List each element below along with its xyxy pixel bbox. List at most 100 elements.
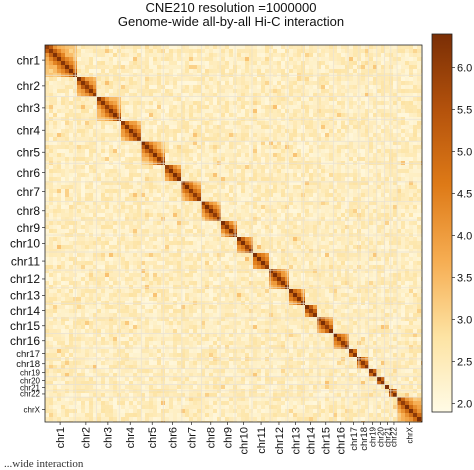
heatmap-cell [185,181,190,186]
heatmap-cell [77,121,82,126]
heatmap-cell [153,165,158,170]
heatmap-cell [361,89,366,94]
heatmap-cell [325,113,330,118]
heatmap-cell [385,209,390,214]
heatmap-cell [361,101,366,106]
heatmap-cell [77,153,82,158]
heatmap-cell [309,193,314,198]
heatmap-cell [193,185,198,190]
heatmap-cell [305,145,310,150]
heatmap-cell [85,189,90,194]
heatmap-cell [189,125,194,130]
heatmap-cell [113,65,118,70]
heatmap-cell [253,217,258,222]
heatmap-cell [217,133,222,138]
heatmap-cell [45,69,50,74]
heatmap-cell [205,53,210,58]
heatmap-cell [201,157,206,162]
heatmap-cell [157,177,162,182]
heatmap-cell [193,197,198,202]
heatmap-cell [225,113,230,118]
heatmap-cell [365,189,370,194]
heatmap-cell [173,245,178,250]
heatmap-cell [249,61,254,66]
heatmap-cell [381,165,386,170]
heatmap-cell [193,193,198,198]
heatmap-cell [249,149,254,154]
heatmap-cell [81,141,86,146]
heatmap-cell [105,101,110,106]
heatmap-cell [213,137,218,142]
heatmap-cell [353,181,358,186]
heatmap-cell [377,181,382,186]
heatmap-cell [349,229,354,234]
heatmap-cell [165,93,170,98]
heatmap-cell [173,225,178,230]
heatmap-cell [405,125,410,130]
heatmap-cell [289,237,294,242]
heatmap-cell [201,209,206,214]
heatmap-cell [165,217,170,222]
heatmap-cell [141,213,146,218]
heatmap-cell [145,205,150,210]
heatmap-cell [221,49,226,54]
heatmap-cell [381,49,386,54]
heatmap-cell [285,97,290,102]
heatmap-cell [249,185,254,190]
heatmap-cell [277,77,282,82]
heatmap-cell [353,77,358,82]
heatmap-cell [101,149,106,154]
heatmap-cell [113,165,118,170]
heatmap-cell [341,201,346,206]
heatmap-cell [365,101,370,106]
heatmap-cell [69,169,74,174]
heatmap-cell [129,65,134,70]
heatmap-cell [53,85,58,90]
heatmap-cell [349,109,354,114]
heatmap-cell [401,193,406,198]
heatmap-cell [189,65,194,70]
heatmap-cell [349,65,354,70]
heatmap-cell [101,93,106,98]
heatmap-cell [49,97,54,102]
heatmap-cell [193,113,198,118]
heatmap-cell [381,45,386,50]
heatmap-cell [57,129,62,134]
heatmap-cell [169,221,174,226]
heatmap-cell [257,57,262,62]
heatmap-cell [217,113,222,118]
heatmap-cell [209,137,214,142]
heatmap-cell [197,197,202,202]
heatmap-cell [217,241,222,246]
heatmap-cell [229,197,234,202]
heatmap-cell [297,133,302,138]
heatmap-cell [137,249,142,254]
heatmap-cell [401,189,406,194]
heatmap-cell [101,249,106,254]
heatmap-cell [413,165,418,170]
heatmap-cell [65,173,70,178]
heatmap-cell [177,49,182,54]
heatmap-cell [405,201,410,206]
heatmap-cell [69,141,74,146]
heatmap-cell [265,45,270,50]
heatmap-cell [177,129,182,134]
heatmap-cell [377,145,382,150]
heatmap-cell [193,189,198,194]
heatmap-cell [417,105,422,110]
heatmap-cell [293,213,298,218]
heatmap-cell [225,105,230,110]
heatmap-cell [177,53,182,58]
heatmap-cell [213,121,218,126]
heatmap-cell [257,129,262,134]
heatmap-cell [181,193,186,198]
heatmap-cell [169,245,174,250]
heatmap-cell [125,165,130,170]
chart-title: CNE210 resolution =1000000 [145,0,317,15]
heatmap-cell [329,181,334,186]
heatmap-cell [193,241,198,246]
heatmap-cell [65,157,70,162]
heatmap-cell [57,113,62,118]
heatmap-cell [49,177,54,182]
